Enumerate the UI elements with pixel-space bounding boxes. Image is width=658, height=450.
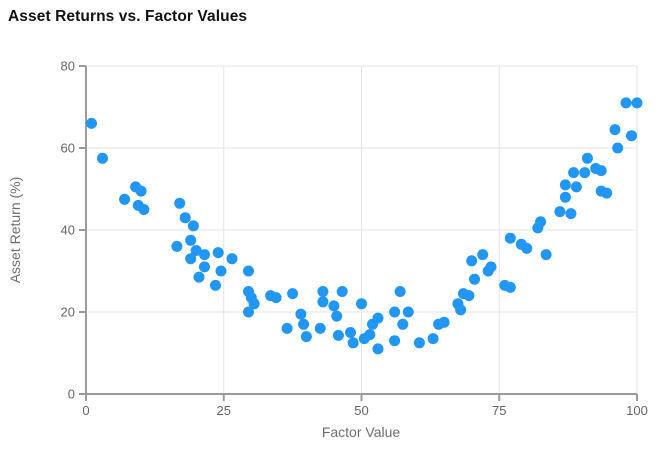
data-point-8 xyxy=(179,212,191,224)
data-point-54 xyxy=(427,333,439,345)
data-point-63 xyxy=(477,249,489,261)
data-point-20 xyxy=(210,279,221,291)
data-point-36 xyxy=(328,300,340,312)
data-point-90 xyxy=(631,97,643,109)
data-point-65 xyxy=(485,261,497,273)
data-point-75 xyxy=(565,208,577,220)
data-point-25 xyxy=(243,306,254,318)
x-tick-label-100: 100 xyxy=(626,403,648,418)
data-point-30 xyxy=(295,308,307,320)
data-point-28 xyxy=(287,288,299,300)
x-tick-label-75: 75 xyxy=(492,403,506,418)
data-point-89 xyxy=(620,97,632,109)
data-point-56 xyxy=(438,316,450,328)
data-point-21 xyxy=(243,265,254,277)
data-point-12 xyxy=(190,245,202,256)
y-tick-label-20: 20 xyxy=(61,305,75,320)
data-point-19 xyxy=(193,271,205,283)
data-point-47 xyxy=(372,343,384,355)
data-point-37 xyxy=(331,310,343,322)
data-point-6 xyxy=(138,204,150,215)
data-point-41 xyxy=(347,337,359,349)
data-point-87 xyxy=(612,142,624,154)
data-point-42 xyxy=(356,298,367,310)
y-tick-label-40: 40 xyxy=(61,223,75,238)
data-point-33 xyxy=(314,322,326,334)
x-tick-label-50: 50 xyxy=(354,403,368,418)
data-point-86 xyxy=(609,124,621,136)
data-point-11 xyxy=(185,234,197,246)
data-point-24 xyxy=(248,298,260,310)
data-point-73 xyxy=(540,249,552,261)
chart-title: Asset Returns vs. Factor Values xyxy=(8,8,248,25)
data-point-77 xyxy=(559,191,571,203)
data-point-53 xyxy=(413,337,425,349)
data-point-51 xyxy=(397,318,409,330)
data-point-1 xyxy=(97,152,108,164)
data-point-80 xyxy=(579,167,591,179)
data-point-67 xyxy=(504,281,516,293)
data-point-4 xyxy=(135,185,147,197)
data-point-18 xyxy=(215,265,227,277)
data-point-76 xyxy=(559,179,571,191)
axis-layer xyxy=(79,65,638,401)
data-point-74 xyxy=(554,206,566,218)
data-point-2 xyxy=(119,193,131,205)
data-point-0 xyxy=(86,117,97,129)
data-point-85 xyxy=(601,187,613,199)
data-point-81 xyxy=(581,152,593,164)
data-point-61 xyxy=(466,255,478,267)
data-point-58 xyxy=(455,304,467,316)
data-point-88 xyxy=(626,130,637,142)
data-point-34 xyxy=(317,286,329,297)
data-point-27 xyxy=(270,292,282,304)
data-point-17 xyxy=(199,261,210,273)
data-point-31 xyxy=(298,318,310,330)
data-point-48 xyxy=(389,335,401,347)
data-point-15 xyxy=(212,247,224,259)
grid-layer xyxy=(86,65,638,394)
data-point-29 xyxy=(281,322,293,334)
data-point-44 xyxy=(364,329,376,341)
y-axis-title: Asset Return (%) xyxy=(7,177,23,284)
data-point-60 xyxy=(463,290,475,302)
data-point-62 xyxy=(469,273,480,285)
x-tick-label-25: 25 xyxy=(217,403,231,418)
data-point-83 xyxy=(595,165,607,177)
x-axis-title: Factor Value xyxy=(322,424,401,440)
y-tick-label-60: 60 xyxy=(61,141,75,156)
data-point-13 xyxy=(185,253,197,265)
data-point-16 xyxy=(226,253,238,265)
data-point-39 xyxy=(332,329,344,341)
data-point-40 xyxy=(345,327,356,338)
data-point-78 xyxy=(570,181,582,193)
data-point-14 xyxy=(199,249,210,261)
data-point-38 xyxy=(336,286,348,297)
data-point-35 xyxy=(317,296,329,308)
data-point-46 xyxy=(372,312,384,324)
data-point-79 xyxy=(568,167,580,179)
data-point-10 xyxy=(171,240,183,252)
data-point-49 xyxy=(389,306,401,318)
data-point-9 xyxy=(187,220,199,232)
data-point-32 xyxy=(300,331,312,343)
y-tick-label-80: 80 xyxy=(61,59,75,74)
data-point-52 xyxy=(402,306,414,318)
data-point-72 xyxy=(535,216,547,228)
y-tick-label-0: 0 xyxy=(68,387,75,402)
data-point-7 xyxy=(174,197,186,209)
data-point-50 xyxy=(394,286,406,297)
tick-label-layer: 0 20 40 60 80 0 25 50 75 100 xyxy=(61,59,648,419)
point-layer xyxy=(86,97,643,355)
x-tick-label-0: 0 xyxy=(82,403,89,418)
data-point-70 xyxy=(521,242,533,254)
data-point-68 xyxy=(504,232,516,244)
